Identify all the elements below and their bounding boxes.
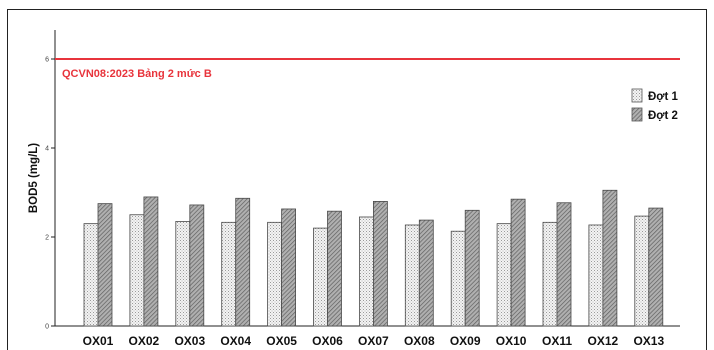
bar-ox03-series-2 [189, 204, 205, 327]
x-tick-label-ox10: OX10 [496, 334, 527, 348]
legend-swatch-dot-1 [631, 88, 643, 103]
x-tick-label-ox13: OX13 [633, 334, 664, 348]
bar-ox09-series-2 [464, 209, 480, 327]
x-tick-label-ox02: OX02 [129, 334, 160, 348]
bar-ox11-series-1 [542, 221, 558, 327]
x-tick-label-ox09: OX09 [450, 334, 481, 348]
bar-ox03-series-1 [175, 221, 191, 327]
bar-ox12-series-1 [588, 224, 604, 327]
bar-ox02-series-2 [143, 196, 159, 327]
bar-ox05-series-1 [267, 221, 283, 327]
bar-ox07-series-1 [358, 216, 374, 327]
legend-swatch-dot-2 [631, 107, 643, 122]
bar-ox13-series-1 [634, 215, 650, 327]
bar-ox10-series-1 [496, 223, 512, 327]
bar-ox04-series-2 [235, 197, 251, 327]
bar-ox08-series-1 [404, 224, 420, 327]
y-tick-label: 6 [45, 57, 49, 64]
x-tick-label-ox12: OX12 [588, 334, 619, 348]
y-tick-label: 2 [45, 235, 49, 242]
bar-ox05-series-2 [281, 208, 297, 327]
y-tick-label: 4 [45, 146, 49, 153]
bar-ox06-series-2 [327, 210, 342, 327]
y-axis-title: BOD5 (mg/L) [28, 143, 40, 213]
bar-ox07-series-2 [372, 200, 388, 327]
y-axis-ticks: 0 2 4 6 [45, 57, 55, 331]
bar-ox08-series-2 [418, 219, 434, 327]
bar-ox10-series-2 [510, 198, 526, 327]
x-tick-label-ox06: OX06 [312, 334, 343, 348]
bars [83, 189, 664, 327]
x-tick-label-ox03: OX03 [174, 334, 205, 348]
bar-ox04-series-1 [221, 221, 237, 327]
reference-line-label: QCVN08:2023 Bảng 2 mức B [62, 68, 212, 80]
x-tick-label-ox08: OX08 [404, 334, 435, 348]
x-tick-label-ox11: OX11 [542, 334, 572, 348]
x-tick-label-ox04: OX04 [220, 334, 251, 348]
x-tick-label-ox01: OX01 [83, 334, 114, 348]
x-tick-label-ox07: OX07 [358, 334, 389, 348]
reference-line-group: QCVN08:2023 Bảng 2 mức B [55, 58, 680, 80]
bar-ox12-series-2 [602, 189, 618, 327]
bar-ox06-series-1 [313, 227, 328, 327]
y-tick-label: 0 [45, 324, 49, 331]
bar-ox11-series-2 [556, 202, 572, 327]
bar-ox01-series-2 [97, 203, 113, 327]
bar-ox01-series-1 [83, 223, 99, 327]
bar-ox09-series-1 [450, 230, 466, 327]
x-axis-labels: OX01 OX02 OX03 OX04 OX05 OX06 OX07 OX08 OX09 OX10… [83, 334, 665, 348]
bar-ox13-series-2 [648, 207, 664, 327]
bar-ox02-series-1 [129, 214, 145, 327]
legend-label-dot-2: Đợt 2 [648, 110, 678, 122]
legend: Đợt 1 Đợt 2 [631, 88, 679, 122]
legend-label-dot-1: Đợt 1 [648, 91, 679, 103]
x-tick-label-ox05: OX05 [266, 334, 297, 348]
